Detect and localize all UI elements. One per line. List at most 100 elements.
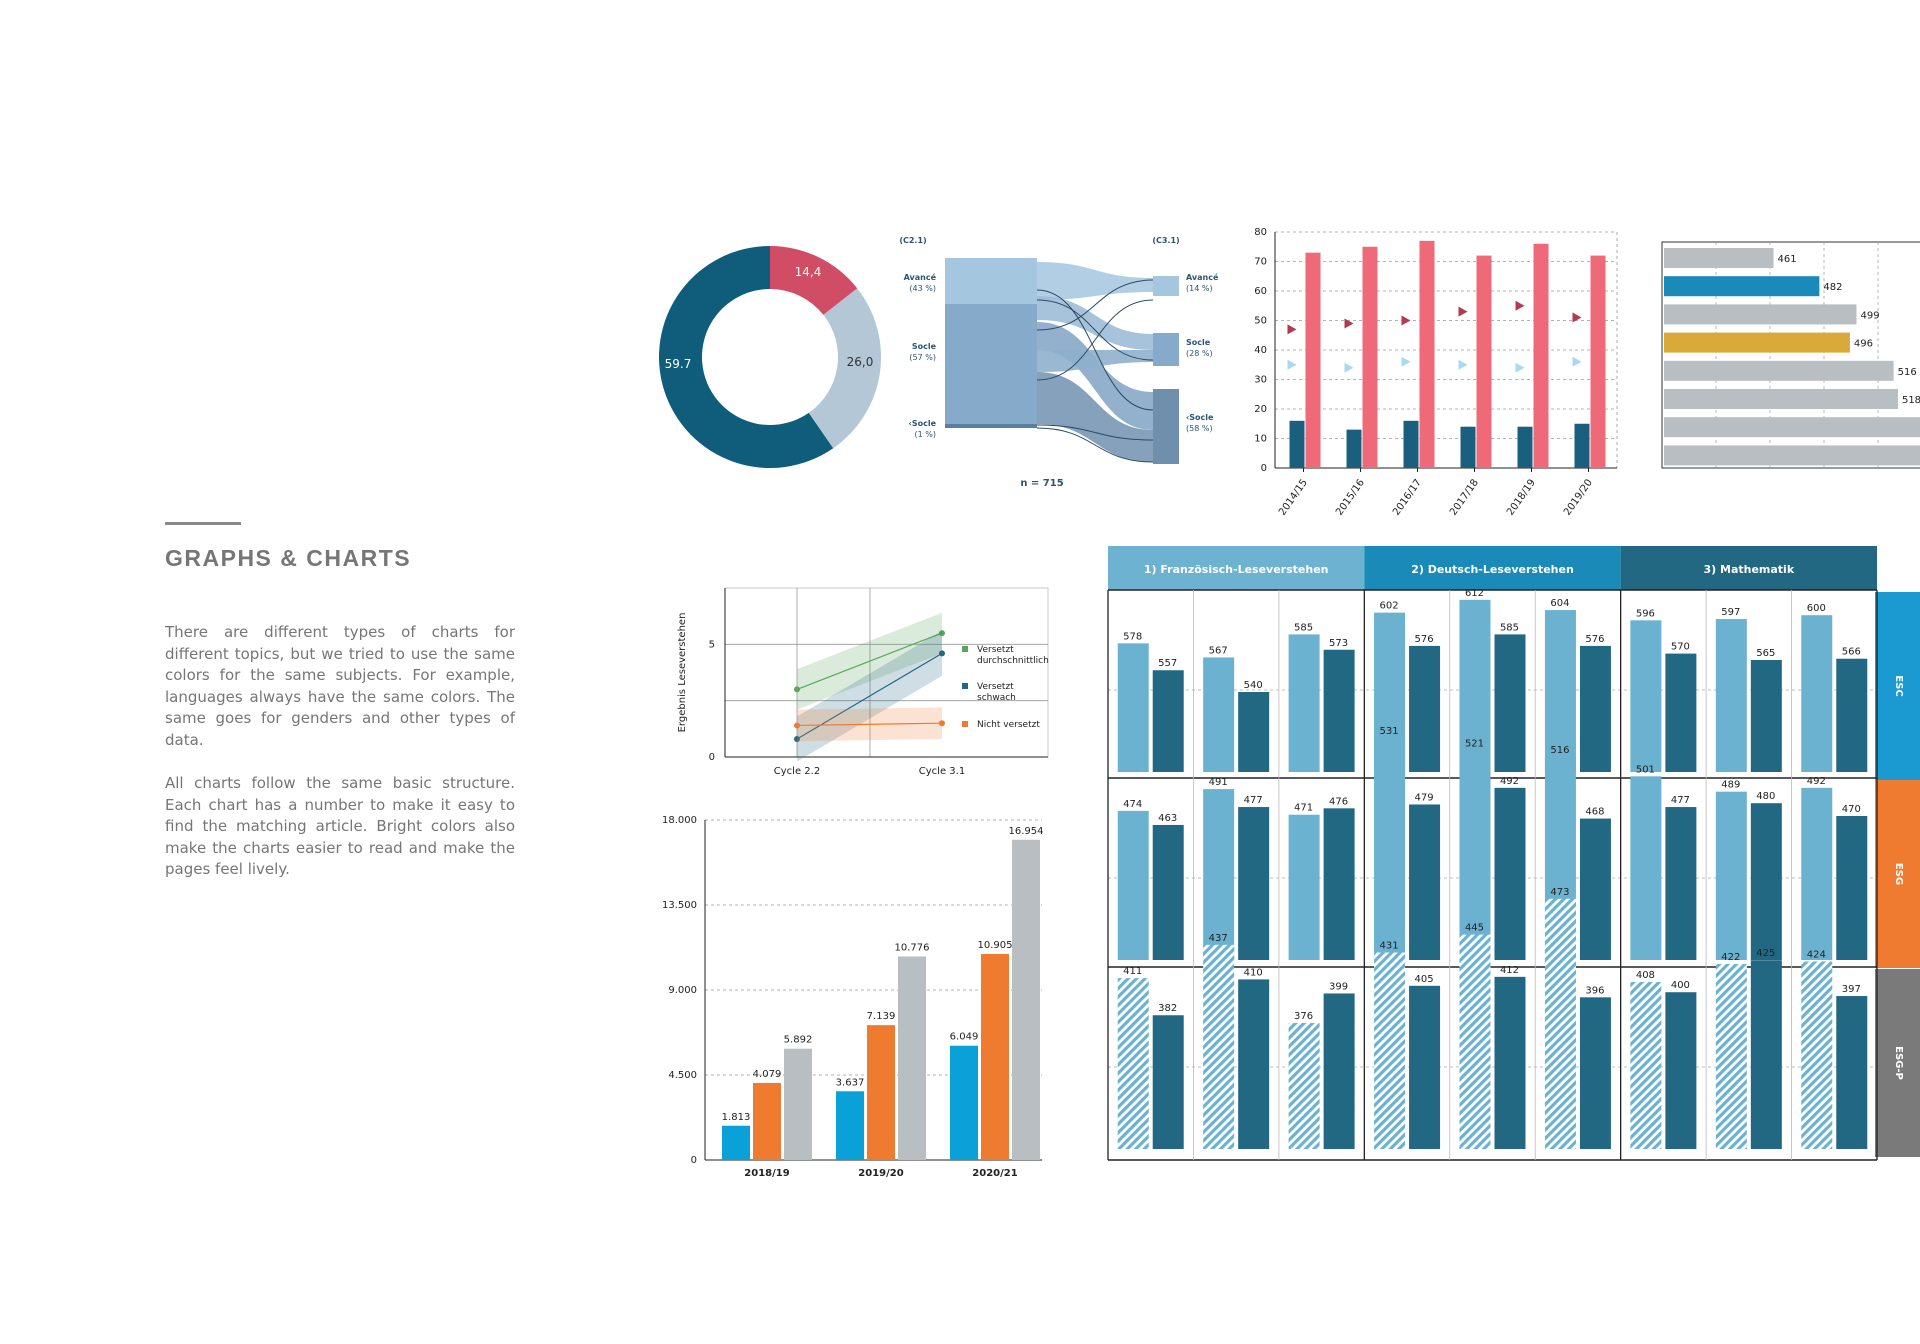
- sankey-left-header: (C2.1): [899, 236, 926, 245]
- matrix-bar-label: 376: [1294, 1011, 1313, 1022]
- matrix-bar: [1203, 657, 1235, 772]
- matrix-bar-label: 600: [1807, 603, 1826, 614]
- bar-dark: [1517, 426, 1533, 468]
- triangle-marker: [1515, 300, 1525, 311]
- y-tick-label: 13.500: [662, 900, 697, 911]
- donut-chart: 14,4 26,0 59.7: [658, 246, 882, 468]
- y-tick-label: 30: [1254, 375, 1267, 386]
- sankey-line: [1036, 427, 1154, 463]
- matrix-bar-label: 476: [1329, 796, 1348, 807]
- matrix-bar-label: 479: [1415, 792, 1434, 803]
- triangle-marker: [1458, 306, 1468, 317]
- triangle-marker: [1287, 359, 1297, 370]
- matrix-bar-label: 566: [1842, 647, 1861, 658]
- matrix-bar-label: 576: [1585, 634, 1604, 645]
- x-tick-label: 2017/18: [1448, 477, 1481, 517]
- intro-rule: [165, 522, 241, 525]
- column-header: [1620, 546, 1877, 590]
- matrix-bar: [1374, 737, 1406, 960]
- bar-value-label: 16.954: [1009, 826, 1044, 837]
- matrix-bar-label: 382: [1158, 1003, 1177, 1014]
- matrix-bar: [1323, 808, 1355, 960]
- matrix-bar: [1630, 620, 1662, 772]
- matrix-bar-label: 408: [1636, 970, 1655, 981]
- matrix-bar: [1459, 934, 1491, 1149]
- x-tick-label: Cycle 3.1: [919, 766, 965, 777]
- column-header-label: 2) Deutsch-Leseverstehen: [1411, 563, 1574, 576]
- matrix-bar: [1715, 619, 1747, 772]
- y-tick-label: 40: [1254, 345, 1267, 356]
- matrix-bar: [1152, 824, 1184, 960]
- series-point: [794, 735, 800, 742]
- hbar-label: 516: [1898, 367, 1917, 378]
- series-point: [939, 720, 945, 727]
- bar-value-label: 4.079: [753, 1069, 782, 1080]
- hbar: [1664, 248, 1774, 268]
- matrix-bar-label: 437: [1209, 933, 1228, 944]
- sankey-right-header: (C3.1): [1152, 236, 1179, 245]
- y-tick-label: 4.500: [668, 1070, 697, 1081]
- matrix-bar: [1665, 653, 1697, 772]
- sankey-right-pct: (14 %): [1186, 284, 1213, 293]
- matrix-bar: [1579, 818, 1611, 960]
- matrix-bar: [1203, 789, 1235, 960]
- grouped-bar-chart: 0 4.500 9.000 13.500 18.000 1.813 4.079 5.892 20…: [662, 815, 1044, 1179]
- matrix-bar: [1494, 787, 1526, 960]
- bar: [722, 1125, 750, 1160]
- row-header: [1875, 969, 1920, 1157]
- sankey-node: [945, 304, 1037, 428]
- series-line: [796, 722, 943, 727]
- matrix-bar-label: 565: [1756, 648, 1775, 659]
- x-tick-label: Cycle 2.2: [774, 766, 820, 777]
- sankey-node: [1153, 389, 1179, 464]
- bar-value-label: 1.813: [722, 1112, 751, 1123]
- matrix-bar: [1203, 944, 1235, 1149]
- hbar: [1664, 276, 1820, 297]
- matrix-bar-label: 474: [1123, 799, 1142, 810]
- hbar: [1664, 389, 1898, 409]
- y-axis-label: Ergebnis Leseverstehen: [677, 613, 688, 733]
- y-tick-label: 60: [1254, 286, 1267, 297]
- matrix-bar-label: 431: [1380, 941, 1399, 952]
- sankey-right-pct: (58 %): [1186, 424, 1213, 433]
- x-tick-label: 2020/21: [972, 1168, 1017, 1179]
- donut-slice-label: 26,0: [847, 355, 874, 369]
- matrix-bar-label: 492: [1807, 776, 1826, 787]
- matrix-bar: [1459, 599, 1491, 772]
- matrix-bar: [1117, 978, 1149, 1149]
- matrix-bar: [1409, 804, 1441, 960]
- matrix-bar-label: 473: [1550, 887, 1569, 898]
- bar-value-label: 3.637: [836, 1077, 865, 1088]
- matrix-bar: [1579, 645, 1611, 772]
- sankey-left-label: ‹Socle: [909, 419, 937, 428]
- triangle-marker: [1401, 315, 1411, 326]
- sankey-left-pct: (43 %): [909, 284, 936, 293]
- matrix-bar-label: 491: [1209, 777, 1228, 788]
- matrix-bar: [1630, 981, 1662, 1149]
- bar-coral: [1362, 246, 1378, 468]
- matrix-bar: [1288, 634, 1320, 772]
- matrix-bar: [1544, 610, 1576, 772]
- bar-value-label: 7.139: [867, 1011, 896, 1022]
- matrix-bar-label: 424: [1807, 949, 1826, 960]
- matrix-bar-label: 602: [1380, 601, 1399, 612]
- series-point: [794, 722, 800, 729]
- bar-value-label: 6.049: [950, 1032, 979, 1043]
- bar-coral: [1305, 252, 1321, 468]
- matrix-bar-label: 396: [1585, 985, 1604, 996]
- matrix-bar-label: 540: [1244, 680, 1263, 691]
- matrix-bar: [1323, 649, 1355, 772]
- bar-coral: [1476, 255, 1492, 468]
- donut-slice: [770, 246, 858, 315]
- matrix-bar: [1238, 807, 1270, 960]
- matrix-bar-label: 576: [1415, 634, 1434, 645]
- bar-value-label: 5.892: [784, 1035, 813, 1046]
- matrix-bar: [1750, 660, 1782, 772]
- series-point: [939, 650, 945, 657]
- hbar: [1664, 417, 1920, 438]
- matrix-bar-label: 585: [1294, 622, 1313, 633]
- y-tick-label: 70: [1254, 257, 1267, 268]
- y-tick-label: 0: [1261, 463, 1267, 474]
- matrix-bar: [1323, 993, 1355, 1149]
